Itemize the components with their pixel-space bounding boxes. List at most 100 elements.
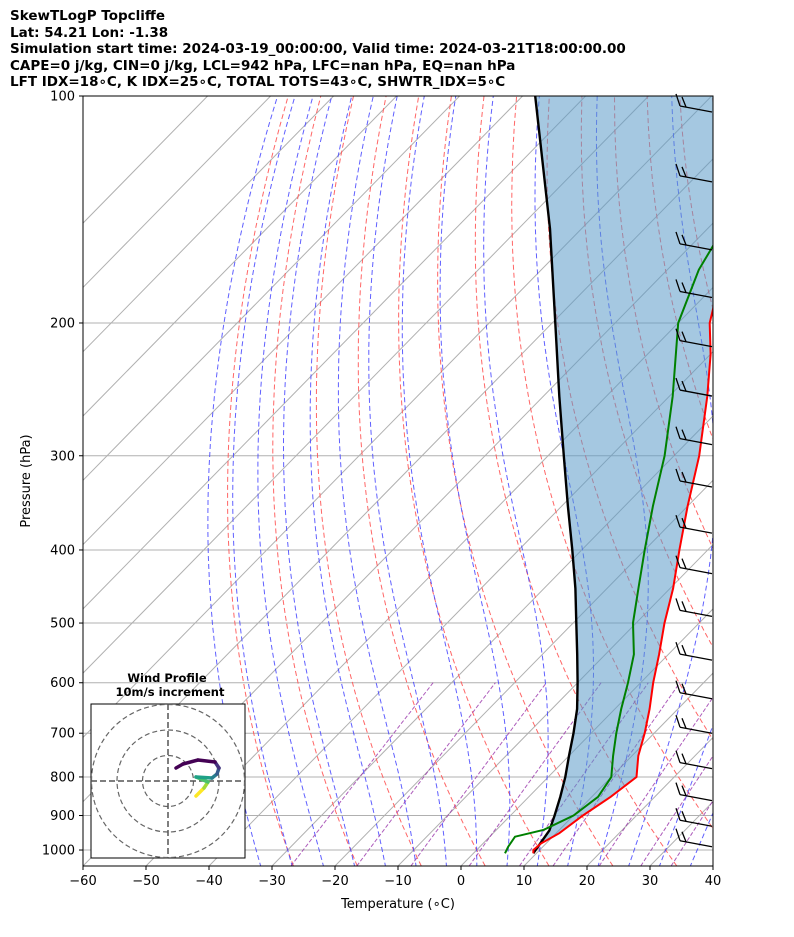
wind-barb-flag [675,93,681,107]
wind-barb [675,93,713,113]
wind-barb-flag [675,377,681,391]
hodograph-trace-segment [194,775,214,780]
wind-barb-flag [675,231,681,245]
hodograph-title: Wind Profile [127,671,207,685]
index-line: LFT IDX=18∘C, K IDX=25∘C, TOTAL TOTS=43∘… [10,74,506,91]
wind-barb-flag [675,715,681,728]
hodograph: Wind Profile 10m/s increment [90,671,246,859]
moist-adiabat [309,96,386,866]
y-tick-label: 400 [50,543,75,558]
y-tick-label: 300 [50,449,75,464]
moist-adiabat [483,96,549,866]
isotherm-line [397,543,713,866]
y-tick-label: 1000 [42,844,75,859]
wind-barb-flag [675,828,681,841]
wind-barb-flag [681,331,687,342]
hodograph-trace-segment [194,786,206,798]
mixing-ratio-line [356,682,496,866]
wind-barb-flag [681,717,687,729]
hodograph-trace-segment [174,762,185,770]
chart-header: SkewTLogP Topcliffe Lat: 54.21 Lon: -1.3… [10,8,626,91]
y-tick-label: 500 [50,617,75,632]
temperature-line [532,304,713,854]
wind-barb-flag [681,380,687,392]
y-tick-label: 800 [50,770,75,785]
wind-barb-staff [679,819,713,827]
dry-adiabat [315,96,422,866]
wind-barb [675,782,713,802]
moist-adiabat [232,96,296,866]
wind-barb [675,468,713,488]
wind-barb [675,808,713,827]
moist-adiabat [628,96,713,866]
moist-adiabat [337,96,417,866]
dry-adiabat [745,96,794,866]
isotherm-line [83,96,271,289]
wind-barb [675,163,713,183]
cape-line: CAPE=0 j/kg, CIN=0 j/kg, LCL=942 hPa, LF… [10,57,516,74]
wind-barb [675,514,713,534]
mixing-ratio-line [670,799,713,866]
wind-barb-flag [681,601,687,612]
wind-barb-staff [679,726,713,734]
wind-barb-flag [675,680,681,693]
y-tick-label: 600 [50,676,75,691]
isotherm-line [523,672,713,866]
y-tick-label: 900 [50,809,75,824]
moist-adiabat [368,96,448,866]
wind-barb-flag [675,555,681,568]
wind-barb-flag [681,471,687,483]
wind-barb-flag [681,517,687,529]
x-tick-label: −60 [69,874,96,889]
mixing-ratio-line [410,682,547,866]
dry-adiabat [227,96,294,866]
y-tick-label: 200 [50,316,75,331]
y-tick-label: 100 [50,90,75,105]
wind-barb-flag [675,808,681,821]
wind-barb-staff [679,692,713,700]
wind-barb-flag [681,644,687,656]
x-tick-label: −50 [132,874,159,889]
wind-barb [675,680,713,700]
wind-barb [675,598,713,618]
wind-barb-flag [681,234,687,246]
moist-adiabat [658,723,713,866]
wind-barb-flag [681,831,687,842]
wind-barb-flag [675,163,681,177]
mixing-ratio-line [598,696,713,866]
dry-adiabat [398,96,550,866]
wind-barb-flag [681,96,687,108]
x-tick-label: 10 [516,874,533,889]
y-axis-label: Pressure (hPa) [19,434,34,527]
time-line: Simulation start time: 2024-03-19_00:00:… [10,41,626,58]
wind-barb [675,377,713,397]
wind-barb [675,231,713,251]
wind-barb-flag [681,683,687,694]
wind-barb [675,279,713,299]
wind-barb-flag [675,426,681,439]
dry-adiabat [272,96,358,866]
wind-barb [675,750,713,770]
wind-barb-flag [681,282,687,293]
moist-adiabat [534,96,594,866]
wind-barb-flag [681,166,687,178]
wind-barb-flag [675,328,681,341]
wind-barb-flag [681,785,687,796]
moist-adiabat [283,96,356,866]
wind-barbs [675,93,713,848]
wind-barb-staff [679,653,713,661]
wind-barb-flag [675,598,681,611]
data-layer [504,96,713,854]
x-tick-label: −10 [384,874,411,889]
wind-barb-flag [681,429,687,440]
chart-title: SkewTLogP Topcliffe [10,8,166,24]
wind-barb [675,828,713,848]
moist-adiabat [401,96,478,866]
wind-barb-flag [675,514,681,528]
mixing-ratio-line [552,682,681,866]
hodograph-trace-segment [196,758,217,764]
wind-barb [675,328,713,348]
hodograph-trace-segment [181,758,200,766]
